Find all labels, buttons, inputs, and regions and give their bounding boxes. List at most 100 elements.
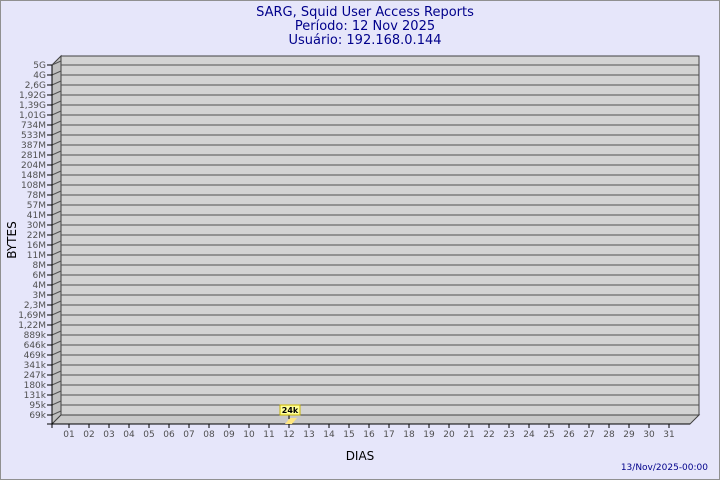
- gridline-side: [51, 260, 62, 266]
- x-tick-label: 28: [603, 430, 615, 440]
- x-tick-label: 19: [423, 430, 435, 440]
- chart-title-line: Usuário: 192.168.0.144: [288, 33, 441, 48]
- x-tick-label: 24: [523, 430, 535, 440]
- footer-date: 13/Nov/2025-00:00: [621, 463, 708, 473]
- y-tick-label: 16M: [27, 241, 46, 251]
- gridline-side: [51, 180, 62, 186]
- x-tick-label: 31: [663, 430, 674, 440]
- gridline-side: [51, 400, 62, 406]
- y-tick-label: 1,01G: [19, 111, 46, 121]
- y-tick-label: 341k: [24, 361, 47, 371]
- gridline-side: [51, 320, 62, 326]
- x-tick-label: 11: [263, 430, 274, 440]
- gridline-side: [51, 390, 62, 396]
- y-tick-label: 247k: [24, 371, 47, 381]
- y-tick-label: 533M: [21, 131, 46, 141]
- plot-floor: [50, 414, 701, 425]
- data-label: 24k: [282, 406, 299, 415]
- gridline-side: [51, 200, 62, 206]
- x-tick-label: 06: [163, 430, 175, 440]
- gridline-side: [51, 120, 62, 126]
- x-tick-label: 15: [343, 430, 354, 440]
- x-tick-label: 12: [283, 430, 294, 440]
- x-tick-label: 29: [623, 430, 635, 440]
- gridline-side: [51, 60, 62, 66]
- gridline-side: [51, 370, 62, 376]
- y-tick-label: 1,22M: [18, 321, 46, 331]
- chart-title-line: Período: 12 Nov 2025: [295, 19, 435, 34]
- x-tick-label: 09: [223, 430, 235, 440]
- x-tick-label: 13: [303, 430, 314, 440]
- y-tick-label: 22M: [27, 231, 46, 241]
- y-tick-label: 4M: [33, 281, 47, 291]
- y-tick-label: 646k: [24, 341, 47, 351]
- chart-title-line: SARG, Squid User Access Reports: [256, 5, 474, 20]
- gridline-side: [51, 310, 62, 316]
- y-axis-label: BYTES: [5, 221, 19, 258]
- y-tick-label: 204M: [21, 161, 46, 171]
- gridline-side: [51, 100, 62, 106]
- x-tick-label: 20: [443, 430, 455, 440]
- gridline-side: [51, 140, 62, 146]
- y-tick-label: 69k: [29, 411, 46, 421]
- gridline-side: [51, 150, 62, 156]
- y-tick-label: 4G: [33, 71, 46, 81]
- x-tick-label: 08: [203, 430, 215, 440]
- gridline-side: [51, 90, 62, 96]
- x-tick-label: 04: [123, 430, 135, 440]
- x-tick-label: 05: [143, 430, 154, 440]
- y-tick-label: 180k: [24, 381, 47, 391]
- gridline-side: [51, 170, 62, 176]
- gridline-side: [51, 250, 62, 256]
- gridline-side: [51, 80, 62, 86]
- x-tick-label: 18: [403, 430, 415, 440]
- x-tick-label: 10: [243, 430, 255, 440]
- x-tick-label: 25: [543, 430, 554, 440]
- y-tick-label: 2,3M: [24, 301, 46, 311]
- y-tick-label: 2,6G: [25, 81, 46, 91]
- x-tick-label: 02: [83, 430, 94, 440]
- y-tick-label: 3M: [33, 291, 47, 301]
- gridline-side: [51, 130, 62, 136]
- y-tick-label: 469k: [24, 351, 47, 361]
- gridline-side: [51, 220, 62, 226]
- y-tick-label: 387M: [21, 141, 46, 151]
- gridline-side: [51, 110, 62, 116]
- gridline-side: [51, 190, 62, 196]
- data-label-box: [279, 404, 301, 416]
- x-tick-label: 03: [103, 430, 114, 440]
- y-tick-label: 1,92G: [19, 91, 46, 101]
- y-tick-label: 148M: [21, 171, 46, 181]
- y-tick-label: 41M: [27, 211, 46, 221]
- y-tick-label: 281M: [21, 151, 46, 161]
- gridline-side: [51, 290, 62, 296]
- gridline-side: [51, 70, 62, 76]
- y-tick-label: 734M: [21, 121, 46, 131]
- gridline-side: [51, 360, 62, 366]
- x-tick-label: 30: [643, 430, 655, 440]
- x-tick-label: 26: [563, 430, 575, 440]
- y-tick-label: 57M: [27, 201, 46, 211]
- y-tick-label: 78M: [27, 191, 46, 201]
- gridline-side: [51, 380, 62, 386]
- y-tick-label: 108M: [21, 181, 46, 191]
- y-tick-label: 8M: [33, 261, 47, 271]
- gridline-side: [51, 350, 62, 356]
- y-tick-label: 95k: [29, 401, 46, 411]
- gridline-side: [51, 300, 62, 306]
- x-tick-label: 07: [183, 430, 194, 440]
- gridline-side: [51, 410, 62, 416]
- gridline-side: [51, 280, 62, 286]
- y-tick-label: 30M: [27, 221, 46, 231]
- y-tick-label: 11M: [27, 251, 46, 261]
- x-tick-label: 14: [323, 430, 335, 440]
- gridline-side: [51, 230, 62, 236]
- x-tick-label: 23: [503, 430, 514, 440]
- gridline-side: [51, 340, 62, 346]
- y-tick-label: 889k: [24, 331, 47, 341]
- gridline-side: [51, 330, 62, 336]
- x-tick-label: 22: [483, 430, 494, 440]
- y-tick-label: 6M: [33, 271, 47, 281]
- gridline-side: [51, 210, 62, 216]
